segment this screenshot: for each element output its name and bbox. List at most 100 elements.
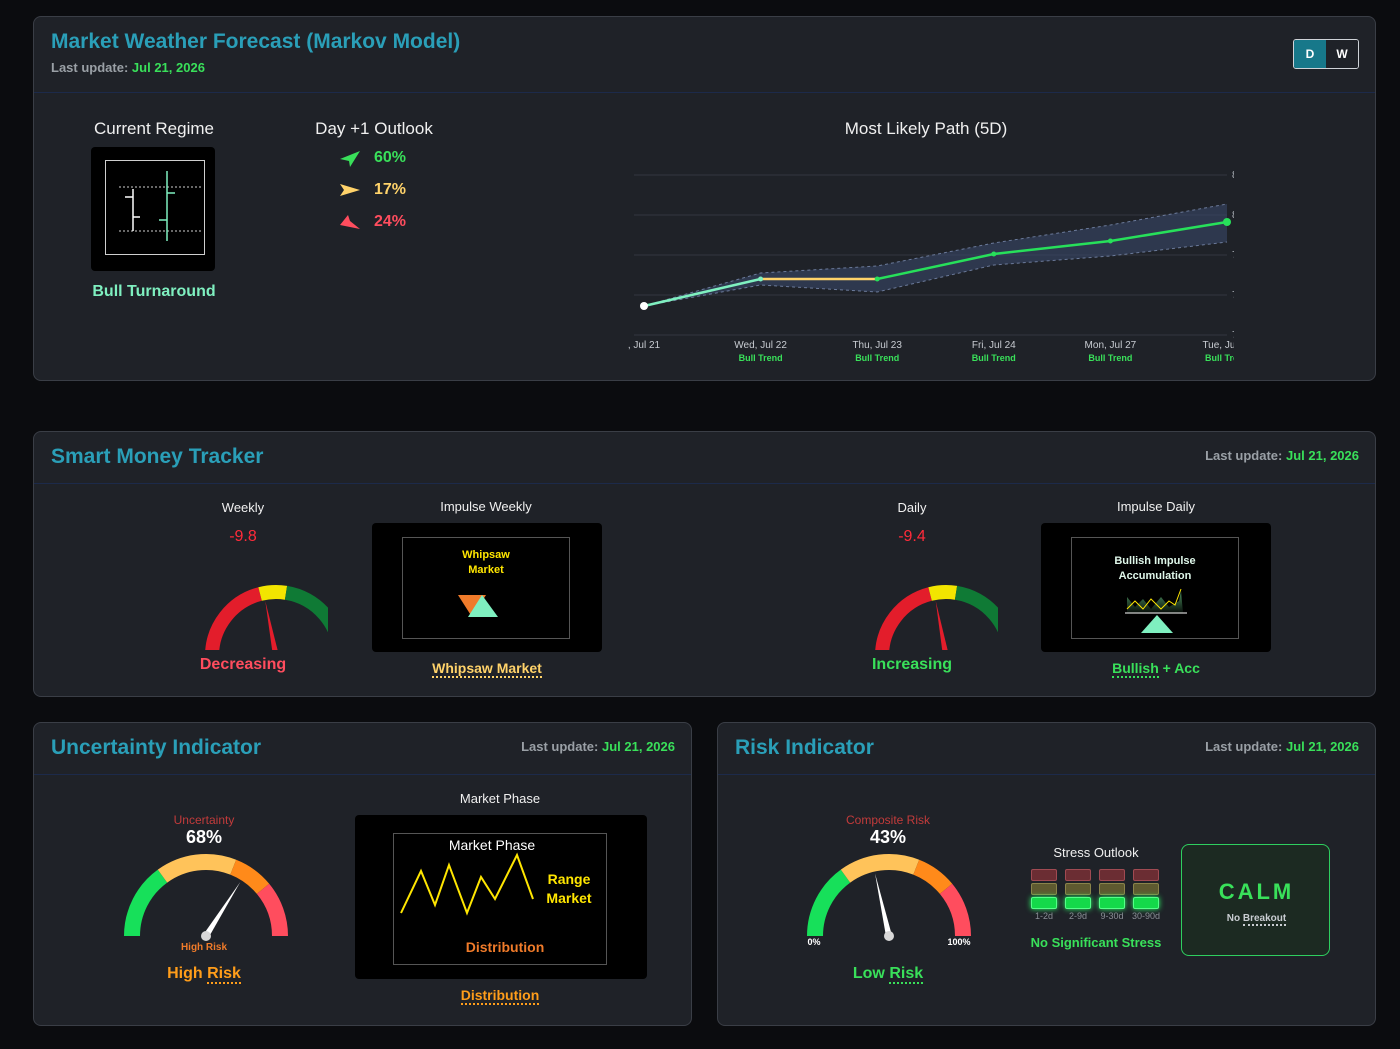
current-regime-heading: Current Regime	[94, 119, 214, 138]
risk-gauge-min: 0%	[807, 937, 821, 947]
outlook-down-row: 24%	[338, 213, 406, 231]
calm-title: CALM	[1218, 879, 1295, 904]
toggle-daily[interactable]: D	[1294, 40, 1326, 68]
stress-column-label: 30-90d	[1131, 911, 1161, 921]
risk-gauge-max: 100%	[947, 937, 971, 947]
y-tick-label: 7,800	[1232, 250, 1234, 261]
x-sublabel: Bull Trend	[972, 353, 1016, 363]
path-point	[874, 276, 880, 282]
daily-value: -9.4	[898, 528, 926, 545]
y-tick-label: 8,000	[1232, 210, 1234, 221]
impulse-weekly-box: Whipsaw Market	[372, 523, 602, 652]
stress-column: 1-2d	[1031, 869, 1057, 921]
gauge-segment	[205, 587, 263, 650]
gauge-segment	[939, 883, 971, 937]
x-tick-label: , Jul 21	[628, 340, 661, 351]
x-tick-label: Wed, Jul 22	[734, 340, 787, 351]
smart-money-title: Smart Money Tracker	[51, 445, 264, 468]
gauge-segment	[840, 854, 920, 883]
calm-sub: No Breakout	[1226, 913, 1287, 926]
gauge-segment	[875, 587, 933, 650]
market-phase-bottom: Distribution	[465, 939, 545, 955]
path-segment	[993, 239, 1111, 256]
x-tick-label: Fri, Jul 24	[972, 340, 1016, 351]
path-segment	[1110, 220, 1228, 243]
regime-chart-frame	[105, 160, 205, 255]
impulse-daily-status: Bullish + Acc	[1112, 660, 1200, 678]
weekly-status: Decreasing	[199, 656, 287, 673]
stress-outlook-heading: Stress Outlook	[1053, 845, 1139, 860]
timeframe-toggle[interactable]: D W	[1293, 39, 1359, 69]
risk-gauge-value: 43%	[869, 827, 907, 847]
whipsaw-triangles-icon	[458, 595, 498, 617]
market-phase-market: Market	[546, 890, 592, 906]
path-point	[991, 251, 997, 257]
stress-bar	[1031, 883, 1057, 895]
gauge-segment	[284, 585, 328, 633]
weekly-heading: Weekly	[221, 500, 265, 515]
smart-money-header: Smart Money Tracker Last update: Jul 21,…	[34, 432, 1375, 484]
weekly-gauge: -80+80	[205, 585, 328, 650]
regime-chart-box	[91, 147, 215, 271]
gauge-segment	[928, 585, 958, 601]
impulse-daily-box-line2: Accumulation	[1118, 570, 1192, 582]
gauge-segment	[230, 859, 270, 895]
daily-status: Increasing	[871, 656, 953, 673]
risk-header: Risk Indicator Last update: Jul 21, 2026	[718, 723, 1375, 775]
stress-column: 2-9d	[1065, 869, 1091, 921]
stress-bar	[1099, 883, 1125, 895]
stress-bar	[1133, 897, 1159, 909]
outlook-flat-pct: 17%	[374, 181, 407, 198]
impulse-weekly-box-line2: Market	[468, 564, 504, 576]
gauge-needle	[265, 601, 278, 650]
x-tick-label: Thu, Jul 23	[852, 340, 902, 351]
stress-bar	[1099, 869, 1125, 881]
gauge-needle	[203, 881, 241, 938]
toggle-weekly[interactable]: W	[1326, 40, 1358, 68]
stress-bar	[1031, 897, 1057, 909]
impulse-weekly-heading: Impulse Weekly	[440, 499, 532, 514]
stress-bar	[1133, 869, 1159, 881]
arrow-right-icon	[340, 184, 360, 196]
forecast-title: Market Weather Forecast (Markov Model)	[51, 30, 461, 53]
outlook-flat-row: 17%	[338, 181, 406, 199]
gauge-segment	[157, 854, 237, 883]
stress-bar	[1099, 897, 1125, 909]
calm-box: CALM No Breakout	[1181, 844, 1330, 956]
path-segment	[643, 277, 761, 308]
outlook-up-row: 60%	[338, 149, 406, 167]
daily-gauge: -80+80	[875, 585, 998, 650]
forecast-last-update: Last update: Jul 21, 2026	[51, 60, 205, 75]
stress-bar	[1065, 883, 1091, 895]
current-regime-value: Bull Turnaround	[92, 283, 216, 300]
uncertainty-gauge-sub: High Risk	[180, 942, 228, 953]
impulse-daily-box-line1: Bullish Impulse	[1114, 555, 1196, 567]
path-chart: 8,200 8,000 7,800 7,600 7,400 , Jul 21 Wed, Ju…	[628, 170, 1234, 363]
risk-last-update: Last update: Jul 21, 2026	[1205, 739, 1359, 754]
path-point	[1107, 238, 1113, 244]
market-phase-heading: Market Phase	[459, 791, 541, 806]
stress-column-label: 1-2d	[1034, 911, 1053, 921]
x-sublabel: Bull Trend	[855, 353, 899, 363]
smart-money-card: Smart Money Tracker Last update: Jul 21,…	[33, 431, 1376, 697]
x-tick-label: Mon, Jul 27	[1085, 340, 1137, 351]
stress-bar	[1065, 897, 1091, 909]
outlook-heading: Day +1 Outlook	[315, 119, 433, 138]
risk-card: Risk Indicator Last update: Jul 21, 2026…	[717, 722, 1376, 1026]
band-upper-line	[643, 203, 1228, 307]
gauge-hub	[884, 931, 894, 941]
uncertainty-status: High Risk	[167, 965, 241, 984]
x-sublabel: Bull Trend	[739, 353, 783, 363]
impulse-daily-heading: Impulse Daily	[1116, 499, 1196, 514]
uncertainty-title: Uncertainty Indicator	[51, 736, 262, 759]
impulse-weekly-status: Whipsaw Market	[432, 660, 542, 678]
market-phase-status: Distribution	[460, 987, 540, 1005]
y-tick-label: 7,600	[1232, 290, 1234, 301]
weekly-value: -9.8	[229, 528, 257, 545]
uncertainty-header: Uncertainty Indicator Last update: Jul 2…	[34, 723, 691, 775]
uncertainty-gauge-value: 68%	[185, 827, 223, 847]
market-phase-box-title: Market Phase	[448, 837, 536, 853]
forecast-card: Market Weather Forecast (Markov Model) L…	[33, 16, 1376, 381]
smart-money-last-update: Last update: Jul 21, 2026	[1205, 448, 1359, 463]
risk-title: Risk Indicator	[735, 736, 874, 759]
